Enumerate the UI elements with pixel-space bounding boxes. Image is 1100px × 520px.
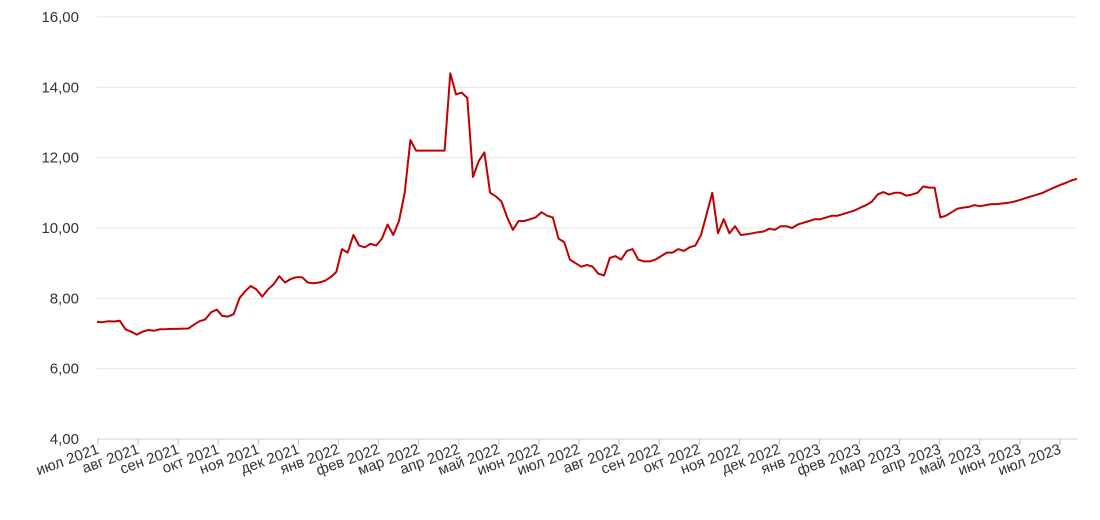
y-tick-label: 6,00	[50, 361, 79, 378]
y-tick-label: 10,00	[41, 220, 79, 237]
y-axis: 4,00 6,00 8,00 10,00 12,00 14,00 16,00	[41, 9, 79, 448]
series-group	[96, 72, 1078, 336]
y-tick-label: 16,00	[41, 9, 79, 26]
y-tick-label: 14,00	[41, 79, 79, 96]
y-tick-label: 4,00	[50, 431, 79, 448]
y-tick-label: 8,00	[50, 290, 79, 307]
series-line	[96, 72, 1078, 336]
gridlines	[97, 16, 1077, 370]
y-tick-label: 12,00	[41, 150, 79, 167]
